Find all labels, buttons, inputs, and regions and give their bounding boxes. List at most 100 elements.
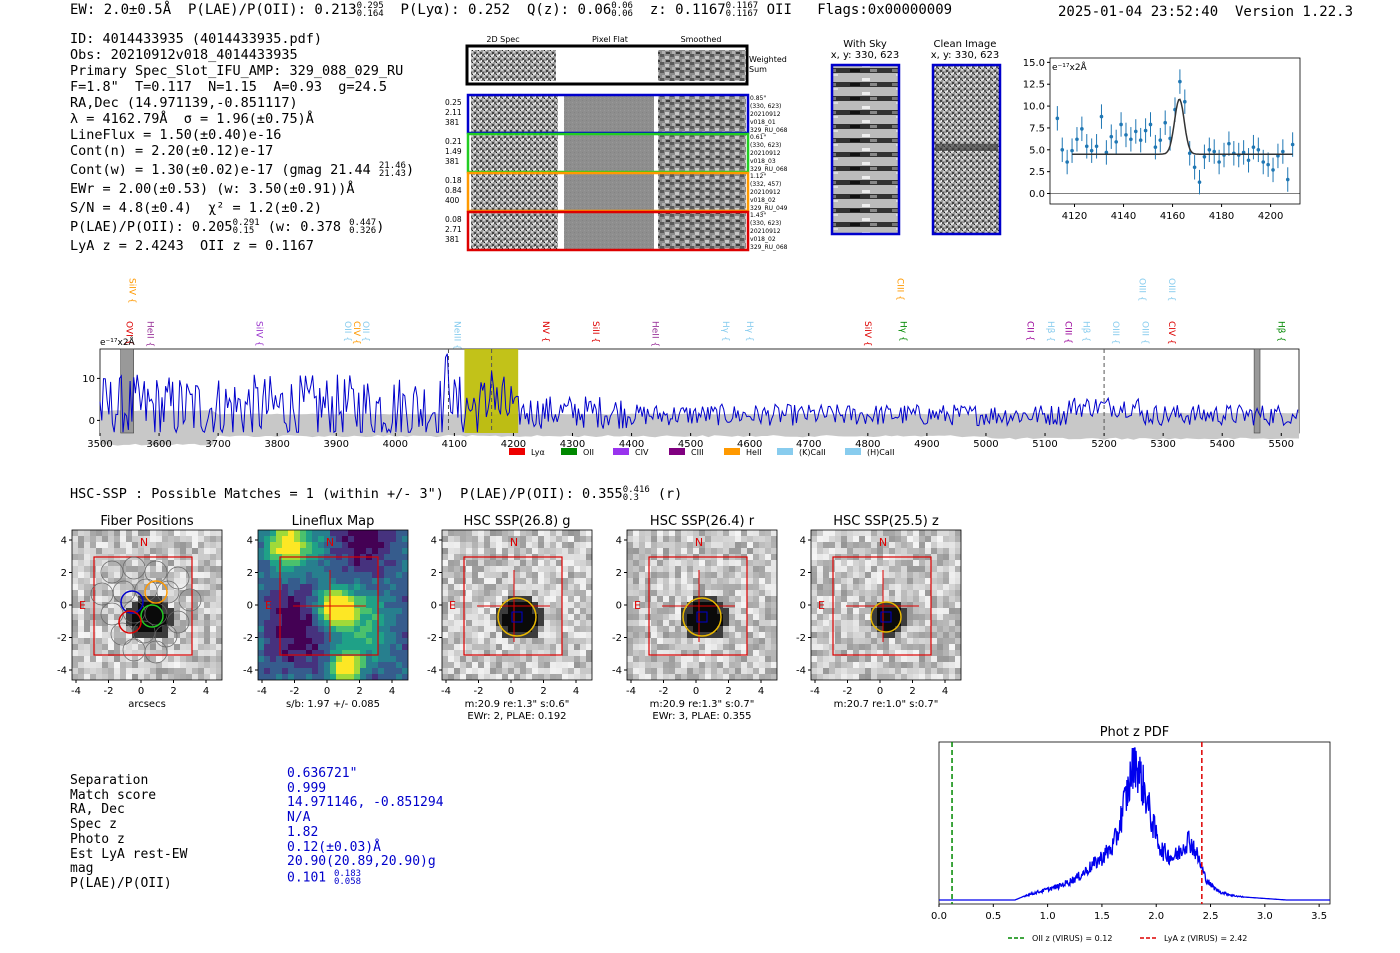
hsc-pixel	[853, 674, 859, 680]
hsc-pixel	[919, 626, 925, 632]
hsc-pixel	[829, 620, 835, 626]
hsc-pixel	[396, 548, 402, 554]
hsc-xtick-label: 0	[693, 686, 699, 697]
hsc-pixel	[90, 668, 96, 674]
hsc-pixel	[895, 596, 901, 602]
hsc-pixel	[288, 566, 294, 572]
hsc-pixel	[711, 668, 717, 674]
hsc-pixel	[741, 662, 747, 668]
hsc-pixel	[949, 668, 955, 674]
hsc-pixel	[306, 548, 312, 554]
hsc-pixel	[484, 542, 490, 548]
hsc-pixel	[484, 578, 490, 584]
hsc-pixel	[562, 602, 568, 608]
hsc-pixel	[765, 596, 771, 602]
hsc-pixel	[681, 542, 687, 548]
hsc-pixel	[574, 614, 580, 620]
hsc-pixel	[478, 662, 484, 668]
hsc-pixel	[502, 650, 508, 656]
hsc-pixel	[330, 638, 336, 644]
hsc-pixel	[568, 656, 574, 662]
hsc-pixel	[931, 584, 937, 590]
hsc-pixel	[859, 674, 865, 680]
fit-ytick-label: 12.5	[1023, 80, 1045, 91]
hsc-pixel	[865, 602, 871, 608]
hsc-pixel	[853, 542, 859, 548]
hsc-compass-n: N	[140, 536, 148, 549]
hsc-pixel	[871, 590, 877, 596]
hsc-pixel	[144, 632, 150, 638]
hsc-pixel	[390, 536, 396, 542]
hsc-pixel	[729, 608, 735, 614]
hsc-pixel	[168, 644, 174, 650]
hsc-pixel	[192, 578, 198, 584]
hsc-pixel	[96, 668, 102, 674]
hsc-pixel	[180, 566, 186, 572]
cutout-row-right-label: 0.61"	[750, 134, 766, 141]
hsc-pixel	[144, 602, 150, 608]
hsc-pixel	[150, 614, 156, 620]
hsc-pixel	[210, 614, 216, 620]
hsc-pixel	[723, 578, 729, 584]
hsc-pixel	[663, 578, 669, 584]
hsc-pixel	[931, 644, 937, 650]
hsc-pixel	[883, 530, 889, 536]
hsc-pixel	[883, 638, 889, 644]
hsc-pixel	[651, 566, 657, 572]
hsc-pixel	[859, 620, 865, 626]
hsc-pixel	[907, 608, 913, 614]
hsc-pixel	[538, 638, 544, 644]
hsc-pixel	[264, 536, 270, 542]
hsc-pixel	[354, 530, 360, 536]
hsc-pixel	[865, 656, 871, 662]
hsc-pixel	[318, 548, 324, 554]
hsc-pixel	[520, 584, 526, 590]
hsc-pixel	[216, 644, 222, 650]
hsc-pixel	[829, 542, 835, 548]
hsc-pixel	[216, 674, 222, 680]
info-lya: LyA z = 2.4243 OII z = 0.1167	[70, 238, 314, 254]
hsc-pixel	[817, 578, 823, 584]
hsc-pixel	[180, 530, 186, 536]
hsc-pixel	[817, 584, 823, 590]
hsc-pixel	[466, 620, 472, 626]
hsc-pixel	[84, 530, 90, 536]
fit-data-point	[1055, 116, 1060, 121]
hsc-pixel	[354, 626, 360, 632]
hsc-pixel	[829, 644, 835, 650]
hsc-pixel	[366, 662, 372, 668]
hsc-pixel	[276, 548, 282, 554]
hsc-pixel	[811, 596, 817, 602]
hsc-pixel	[150, 536, 156, 542]
hsc-pixel	[282, 632, 288, 638]
hsc-pixel	[556, 674, 562, 680]
hsc-pixel	[198, 620, 204, 626]
hsc-pixel	[514, 542, 520, 548]
hsc-pixel	[270, 590, 276, 596]
spec-xtick-label: 5300	[1150, 439, 1175, 450]
hsc-pixel	[168, 638, 174, 644]
hsc-pixel	[865, 650, 871, 656]
hsc-pixel	[496, 542, 502, 548]
pdf-xtick-label: 3.5	[1311, 911, 1327, 922]
hsc-pixel	[633, 536, 639, 542]
hsc-pixel	[138, 668, 144, 674]
header-z-sub: 0.1167	[725, 9, 759, 19]
hsc-pixel	[72, 560, 78, 566]
hsc-pixel	[390, 596, 396, 602]
hsc-pixel	[276, 566, 282, 572]
hsc-pixel	[568, 614, 574, 620]
hsc-pixel	[276, 608, 282, 614]
hsc-pixel	[771, 638, 777, 644]
hsc-pixel	[580, 572, 586, 578]
hsc-aperture-box	[93, 556, 193, 656]
hsc-pixel	[150, 674, 156, 680]
hsc-pixel	[550, 644, 556, 650]
hsc-pixel	[895, 530, 901, 536]
hsc-pixel	[478, 602, 484, 608]
hsc-pixel	[871, 668, 877, 674]
hsc-pixel	[919, 620, 925, 626]
match-value-score: 0.999	[287, 780, 327, 796]
hsc-pixel	[216, 542, 222, 548]
weighted-sum-2dspec	[471, 50, 556, 81]
